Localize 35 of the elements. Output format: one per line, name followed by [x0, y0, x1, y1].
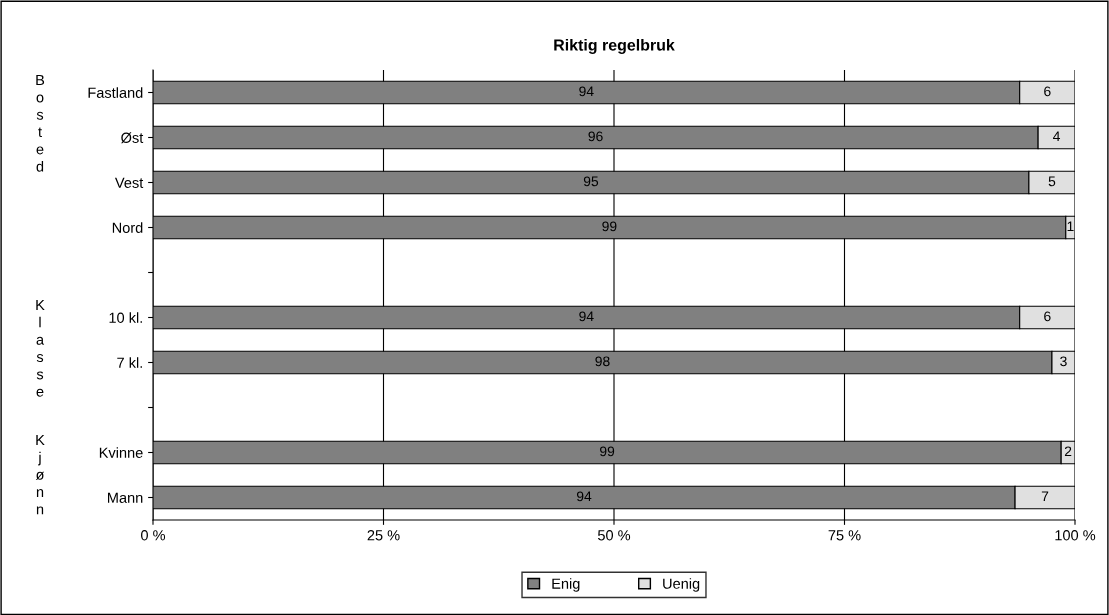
data-label: 5 — [1048, 176, 1056, 187]
y-tick-label: 10 kl. — [109, 312, 142, 323]
y-tick-label: Fastland — [88, 87, 143, 98]
x-tick-label: 75 % — [828, 530, 861, 541]
x-tick-label: 50 % — [597, 530, 631, 541]
chart-title: Riktig regelbruk — [554, 38, 675, 54]
data-label: 3 — [1060, 356, 1067, 367]
text: Klasse — [36, 300, 45, 397]
data-label: 98 — [595, 356, 610, 367]
data-label: 99 — [600, 446, 615, 457]
data-label: 1 — [1067, 221, 1074, 232]
data-label: 94 — [579, 86, 594, 97]
y-tick-label: Kvinne — [99, 447, 143, 458]
x-tick-label: 100 % — [1055, 530, 1096, 541]
data-label: 7 — [1041, 491, 1049, 502]
data-label: 96 — [588, 131, 603, 142]
text: Bosted — [36, 75, 45, 172]
legend-label: Uenig — [663, 578, 700, 592]
text: Kjønn — [35, 435, 45, 515]
data-label: 94 — [579, 311, 594, 322]
data-label: 6 — [1044, 311, 1051, 322]
y-tick-label: 7 kl. — [117, 357, 142, 368]
data-label: 95 — [583, 176, 599, 187]
data-label: 94 — [576, 491, 592, 502]
y-tick-label: Vest — [114, 177, 144, 188]
legend-label: Enig — [552, 578, 580, 592]
data-label: 2 — [1064, 446, 1072, 457]
x-tick-label: 0 % — [141, 530, 166, 541]
data-label: 6 — [1044, 86, 1051, 97]
y-tick-label: Mann — [108, 492, 143, 503]
data-label: 4 — [1053, 131, 1061, 142]
y-tick-label: Øst — [121, 132, 144, 144]
data-label: 99 — [602, 221, 617, 232]
x-tick-label: 25 % — [367, 530, 400, 541]
y-tick-label: Nord — [112, 222, 143, 233]
